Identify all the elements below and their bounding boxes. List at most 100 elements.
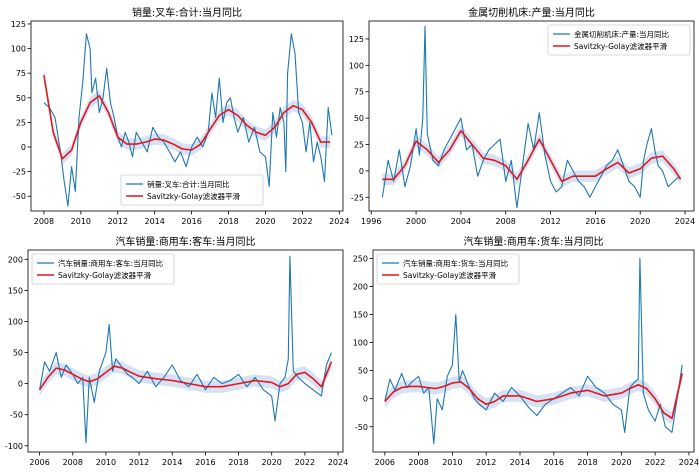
chart-4-series-raw-line [384, 257, 683, 445]
chart-1-x-tick-label: 2022 [292, 217, 312, 226]
chart-1-x-tick-label: 2020 [255, 217, 275, 226]
chart-3-x-tick-label: 2008 [63, 458, 83, 467]
chart-2-x-tick-label: 2024 [675, 217, 695, 226]
chart-3-legend: 汽车销量:商用车:客车:当月同比 Savitzky-Golay滤波器平滑 [31, 253, 175, 285]
chart-4-y-tick-label: 200 [353, 282, 368, 291]
chart-1-y-tick-label: 50 [16, 94, 26, 103]
chart-2-y-tick-label: -25 [351, 193, 364, 202]
chart-2-x-tick-label: 2008 [496, 217, 516, 226]
chart-4-y-tick-label: -50 [355, 423, 368, 432]
chart-2-x-tick-label: 2016 [585, 217, 605, 226]
chart-4-title: 汽车销量:商用车:货车:当月同比 [463, 235, 603, 248]
chart-1-y-tick-label: 25 [16, 118, 26, 127]
chart-3-x-tick-label: 2024 [328, 458, 348, 467]
chart-2-panel: 金属切削机床:产量:当月同比 1996 2000 2004 2008 2012 2016 20… [349, 6, 695, 226]
chart-1-y-tick-label: 125 [11, 20, 26, 29]
chart-3-x-tick-label: 2022 [295, 458, 315, 467]
chart-2-y-tick-label: 50 [354, 114, 364, 123]
chart-1-panel: 销量:叉车:合计:当月同比 2008 2010 2012 2014 2016 2018 202… [11, 6, 350, 226]
chart-1-y-tick-label: 100 [11, 45, 26, 54]
chart-1-x-tick-label: 2012 [108, 217, 128, 226]
chart-2-legend-label: 金属切削机床:产量:当月同比 [574, 29, 670, 39]
chart-1-y-tick-label: 75 [16, 69, 26, 78]
chart-4-x-tick-label: 2006 [375, 458, 395, 467]
chart-2-y-tick-label: 0 [359, 167, 364, 176]
chart-1-series-smooth-line [43, 74, 331, 160]
chart-1-x-tick-label: 2018 [218, 217, 238, 226]
chart-2-series-raw-line [381, 25, 680, 209]
chart-1-legend: 销量:叉车:合计:当月同比 Savitzky-Golay滤波器平滑 [120, 174, 264, 206]
chart-4-x-tick-label: 2010 [442, 458, 462, 467]
chart-4-x-tick-label: 2020 [611, 458, 631, 467]
chart-4-panel: 汽车销量:商用车:货车:当月同比 2006 2008 2010 2012 2014 2016… [353, 235, 699, 467]
chart-2-x-tick-label: 2000 [406, 217, 426, 226]
chart-3-series-raw-line [39, 255, 332, 444]
chart-2-series-smooth-line [382, 130, 682, 183]
chart-4-x-tick-label: 2022 [645, 458, 665, 467]
chart-1-plot-frame [30, 20, 344, 212]
chart-2-y-tick-label: 25 [354, 141, 364, 150]
chart-3-x-tick-label: 2010 [96, 458, 116, 467]
chart-4-y-tick-label: 100 [353, 339, 368, 348]
chart-4-y-tick-label: 50 [358, 367, 368, 376]
chart-2-legend-box [547, 24, 691, 56]
chart-2-x-tick-label: 2012 [540, 217, 560, 226]
chart-4-x-tick-label: 2014 [510, 458, 530, 467]
chart-1-y-tick-label: 0 [21, 143, 26, 152]
chart-3-y-tick-label: 50 [13, 349, 23, 358]
chart-3-legend-label: 汽车销量:商用车:客车:当月同比 [58, 258, 164, 268]
chart-4-plot-frame [372, 249, 695, 453]
chart-3-x-tick-label: 2012 [129, 458, 149, 467]
chart-2-y-tick-label: 100 [349, 61, 364, 70]
chart-1-series-raw-line [43, 33, 333, 207]
chart-1-y-tick-label: -50 [13, 192, 26, 201]
chart-3-y-tick-label: 150 [8, 286, 23, 295]
chart-3-legend-box [31, 253, 175, 285]
chart-1-legend-label: 销量:叉车:合计:当月同比 [147, 179, 230, 189]
chart-4-y-tick-label: 0 [363, 395, 368, 404]
chart-3-panel: 汽车销量:商用车:客车:当月同比 2006 2008 2010 2012 2014 2016… [5, 235, 348, 467]
chart-4-y-tick-label: 150 [353, 311, 368, 320]
chart-1-x-tick-label: 2024 [329, 217, 349, 226]
chart-3-series-smooth-line [38, 361, 333, 391]
chart-2-y-tick-label: 75 [354, 88, 364, 97]
chart-2-legend: 金属切削机床:产量:当月同比 Savitzky-Golay滤波器平滑 [547, 24, 691, 56]
chart-4-legend-label: Savitzky-Golay滤波器平滑 [403, 270, 497, 280]
chart-4-legend-label: 汽车销量:商用车:货车:当月同比 [403, 258, 509, 268]
chart-4-x-tick-label: 2016 [544, 458, 564, 467]
chart-2-plot-frame [368, 20, 695, 212]
chart-4-x-tick-label: 2012 [476, 458, 496, 467]
chart-4-x-tick-label: 2008 [408, 458, 428, 467]
chart-1-x-tick-label: 2016 [181, 217, 201, 226]
chart-1-title: 销量:叉车:合计:当月同比 [132, 6, 242, 19]
chart-1-x-tick-label: 2014 [145, 217, 165, 226]
chart-3-x-tick-label: 2020 [262, 458, 282, 467]
chart-4-y-tick-label: 250 [353, 254, 368, 263]
chart-4-legend-box [376, 253, 520, 285]
chart-1-x-tick-label: 2008 [34, 217, 54, 226]
chart-1-smooth-band [43, 69, 331, 165]
chart-4-legend: 汽车销量:商用车:货车:当月同比 Savitzky-Golay滤波器平滑 [376, 253, 520, 285]
chart-1-y-tick-label: -25 [13, 168, 26, 177]
chart-2-x-tick-label: 2020 [630, 217, 650, 226]
chart-3-x-tick-label: 2016 [195, 458, 215, 467]
chart-3-x-tick-label: 2014 [162, 458, 182, 467]
chart-2-x-tick-label: 2004 [451, 217, 471, 226]
chart-3-y-tick-label: -50 [10, 411, 23, 420]
chart-3-y-tick-label: 200 [8, 255, 23, 264]
chart-4-x-tick-label: 2024 [679, 458, 699, 467]
chart-3-title: 汽车销量:商用车:客车:当月同比 [115, 235, 255, 248]
chart-2-legend-label: Savitzky-Golay滤波器平滑 [574, 41, 668, 51]
chart-4-series-smooth-line [384, 373, 683, 420]
chart-3-x-tick-label: 2018 [228, 458, 248, 467]
chart-3-x-tick-label: 2006 [29, 458, 49, 467]
chart-3-plot-frame [27, 249, 344, 453]
chart-3-y-tick-label: -100 [5, 442, 23, 451]
chart-1-x-tick-label: 2010 [71, 217, 91, 226]
chart-2-smooth-band [382, 125, 681, 188]
chart-2-y-tick-label: 125 [349, 35, 364, 44]
chart-1-legend-box [120, 174, 264, 206]
chart-3-y-tick-label: 100 [8, 317, 23, 326]
